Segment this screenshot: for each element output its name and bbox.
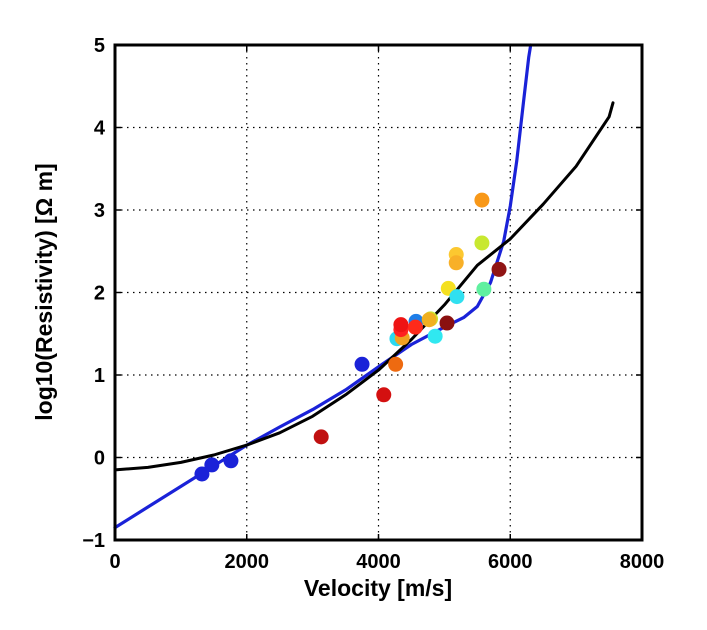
y-tick-label: 4 — [94, 118, 106, 140]
data-point — [204, 457, 220, 473]
data-point — [449, 289, 465, 305]
y-tick-label: 5 — [94, 35, 105, 57]
y-axis-label: log10(Resistivity) [Ω m] — [31, 163, 57, 420]
y-tick-label: 3 — [94, 200, 105, 222]
y-tick-label: 2 — [94, 283, 105, 305]
data-point — [476, 281, 492, 297]
x-axis-label: Velocity [m/s] — [304, 575, 452, 601]
data-point — [393, 317, 409, 333]
data-point — [223, 453, 239, 469]
data-point — [407, 319, 423, 335]
data-point — [313, 429, 329, 445]
data-point — [491, 261, 507, 277]
fit-line-black — [113, 101, 615, 472]
x-tick-label: 2000 — [225, 551, 270, 573]
data-point — [194, 466, 210, 482]
data-point — [376, 387, 392, 403]
x-tick-label: 0 — [109, 551, 120, 573]
x-tick-label: 6000 — [488, 551, 533, 573]
data-points — [194, 192, 507, 482]
data-point — [439, 315, 455, 331]
data-point — [421, 312, 437, 328]
y-tick-label: 0 — [94, 448, 105, 470]
data-point — [427, 328, 443, 344]
fit-line-blue — [113, 43, 533, 530]
series-lines — [113, 43, 615, 530]
y-tick-label: 1 — [94, 365, 105, 387]
data-point — [388, 356, 404, 372]
x-tick-label: 4000 — [356, 551, 401, 573]
data-point — [474, 192, 490, 208]
x-tick-label: 8000 — [620, 551, 665, 573]
data-point — [448, 255, 464, 271]
y-tick-label: −1 — [82, 530, 105, 552]
plot-frame — [113, 43, 644, 542]
data-point — [474, 235, 490, 251]
data-point — [354, 356, 370, 372]
grid-lines — [115, 45, 642, 540]
